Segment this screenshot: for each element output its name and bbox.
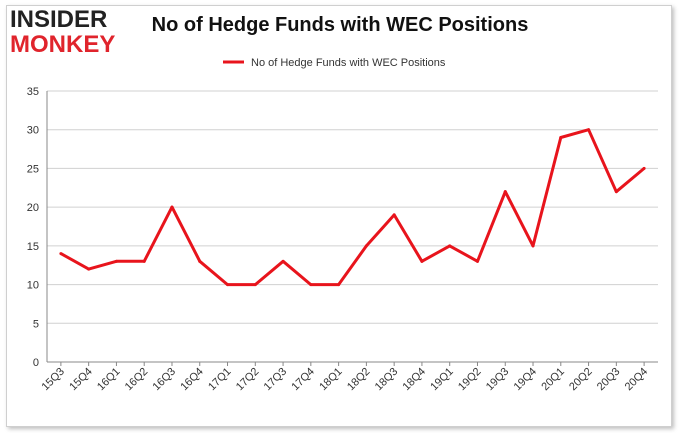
data-point — [170, 205, 174, 209]
data-point — [420, 259, 424, 263]
x-tick-label: 20Q4 — [623, 366, 651, 394]
data-point — [448, 244, 452, 248]
data-point — [253, 283, 257, 287]
y-tick-label: 25 — [27, 163, 39, 175]
y-tick-label: 30 — [27, 125, 39, 137]
x-tick-label: 16Q1 — [95, 366, 123, 394]
grid — [46, 90, 658, 363]
data-point — [642, 166, 646, 170]
x-tick-label: 17Q2 — [234, 366, 262, 394]
data-point — [587, 128, 591, 132]
x-tick-label: 18Q3 — [373, 366, 401, 394]
x-tick-label: 15Q3 — [39, 366, 67, 394]
data-point — [59, 252, 63, 256]
series-layer — [59, 128, 646, 287]
data-point — [337, 283, 341, 287]
x-tick-label: 15Q4 — [67, 366, 95, 394]
data-point — [475, 259, 479, 263]
x-tick-label: 19Q2 — [456, 366, 484, 394]
y-tick-label: 10 — [27, 280, 39, 292]
data-point — [142, 259, 146, 263]
x-tick-label: 16Q2 — [123, 366, 151, 394]
y-axis: 0 5 10 15 20 25 30 35 — [27, 86, 39, 369]
data-point — [559, 135, 563, 139]
data-point — [531, 244, 535, 248]
data-point — [392, 213, 396, 217]
y-tick-label: 35 — [27, 86, 39, 98]
logo-line-2: MONKEY — [10, 31, 116, 58]
data-point — [503, 190, 507, 194]
y-tick-label: 20 — [27, 202, 39, 214]
data-point — [364, 244, 368, 248]
insider-monkey-logo: INSIDER MONKEY — [10, 8, 128, 57]
data-point — [198, 259, 202, 263]
y-tick-label: 5 — [33, 318, 39, 330]
x-tick-label: 16Q3 — [151, 366, 179, 394]
x-tick-label: 20Q2 — [567, 366, 595, 394]
chart-frame — [6, 5, 672, 427]
x-tick-label: 20Q3 — [595, 366, 623, 394]
x-tick-label: 20Q1 — [539, 366, 567, 394]
legend: No of Hedge Funds with WEC Positions — [223, 57, 446, 69]
data-point — [114, 259, 118, 263]
x-tick-label: 18Q2 — [345, 366, 373, 394]
logo-line-1: INSIDER — [10, 6, 108, 33]
x-tick-label: 19Q1 — [428, 366, 456, 394]
x-tick-label: 17Q1 — [206, 366, 234, 394]
data-point — [87, 267, 91, 271]
data-point — [281, 259, 285, 263]
chart-title: No of Hedge Funds with WEC Positions — [151, 14, 529, 36]
x-tick-label: 18Q4 — [401, 366, 429, 394]
x-tick-label: 16Q4 — [178, 366, 206, 394]
x-tick-label: 17Q3 — [262, 366, 290, 394]
y-tick-label: 0 — [33, 357, 39, 369]
data-point — [226, 283, 230, 287]
x-tick-label: 18Q1 — [317, 366, 345, 394]
x-axis: 15Q3 15Q4 16Q1 16Q2 16Q3 16Q4 17Q1 17Q2 17Q3 17Q4… — [39, 362, 650, 393]
y-tick-label: 15 — [27, 241, 39, 253]
series-line-0 — [60, 128, 646, 287]
x-tick-label: 17Q4 — [289, 366, 317, 394]
data-point — [614, 190, 618, 194]
data-point — [309, 283, 313, 287]
x-tick-label: 19Q4 — [512, 366, 540, 394]
legend-label: No of Hedge Funds with WEC Positions — [251, 57, 446, 69]
x-tick-label: 19Q3 — [484, 366, 512, 394]
